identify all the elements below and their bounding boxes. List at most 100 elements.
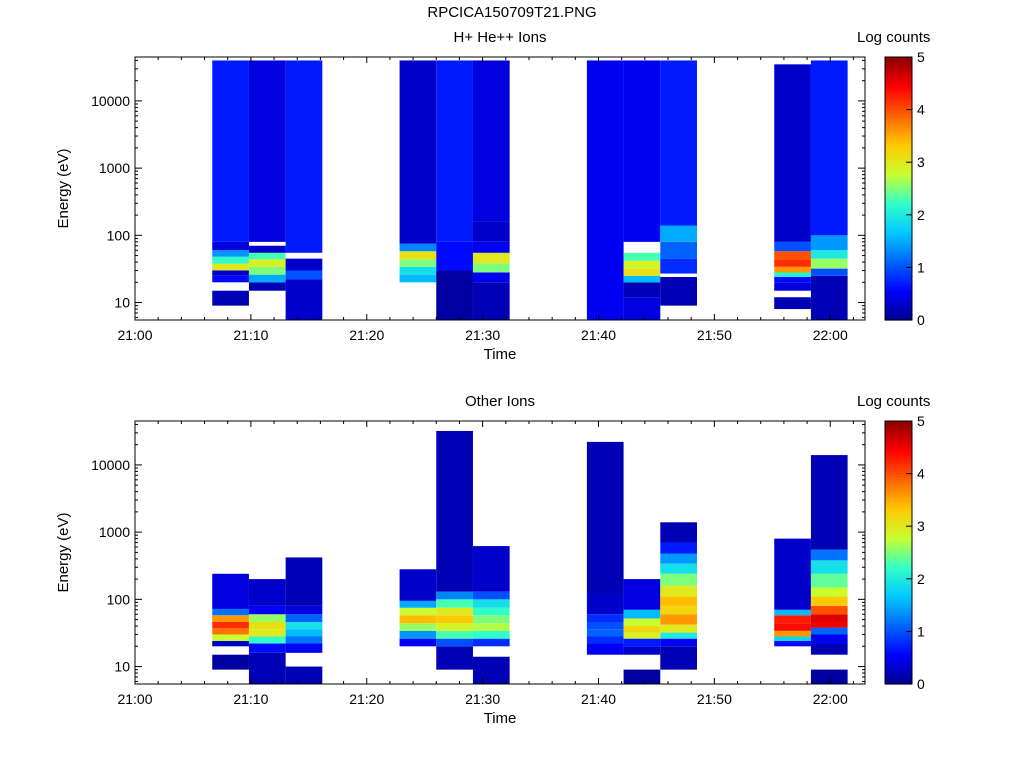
heat-cell	[660, 573, 697, 586]
colorbar-segment	[885, 647, 912, 651]
heat-cell	[810, 455, 848, 550]
colorbar-segment	[885, 64, 912, 69]
y-axis-label: Energy (eV)	[55, 148, 72, 228]
colorbar-segment	[885, 626, 912, 630]
colorbar-frame	[884, 420, 913, 685]
heat-cell	[212, 290, 249, 306]
colorbar-segment	[885, 101, 912, 105]
heat-cell	[436, 60, 473, 242]
colorbar-segment	[885, 75, 912, 79]
heat-cell	[399, 569, 437, 601]
heat-cell	[472, 263, 510, 273]
heat-cell	[810, 614, 848, 623]
colorbar-segment	[885, 552, 912, 556]
heat-cell	[399, 60, 437, 244]
colorbar-segment	[885, 536, 912, 540]
heat-cell	[586, 622, 624, 630]
heat-cell	[472, 272, 510, 283]
colorbar-segment	[885, 209, 912, 213]
colorbar-segment	[885, 199, 912, 203]
heat-cell	[285, 636, 323, 644]
heat-cell	[472, 241, 510, 253]
colorbar-segment	[885, 494, 912, 498]
heat-cell	[810, 275, 848, 320]
colorbar-segment	[885, 180, 912, 184]
colorbar-tick-label: 5	[917, 49, 925, 65]
x-tick-label: 21:30	[465, 327, 500, 343]
colorbar-segment	[885, 175, 912, 179]
heat-cell	[774, 640, 811, 647]
heat-cell	[586, 629, 624, 637]
colorbar-segment	[885, 468, 912, 472]
colorbar-segment	[885, 442, 912, 446]
colorbar-tick-label: 0	[917, 312, 925, 328]
heat-cell	[212, 263, 249, 271]
colorbar-segment	[885, 125, 912, 129]
heat-cell	[399, 615, 437, 624]
heat-cell	[810, 605, 848, 615]
colorbar-segment	[885, 591, 912, 596]
colorbar-segment	[885, 428, 912, 433]
heat-cell	[660, 596, 697, 606]
colorbar-tick-label: 3	[917, 154, 925, 170]
heat-cell	[472, 252, 510, 264]
heat-cell	[586, 614, 624, 623]
colorbar-segment	[885, 270, 912, 274]
colorbar-segment	[885, 183, 912, 187]
heat-cell	[774, 272, 811, 277]
heat-cell	[399, 600, 437, 608]
heat-cell	[248, 245, 286, 253]
colorbar-segment	[885, 681, 912, 685]
colorbar-segment	[885, 518, 912, 522]
colorbar-tick-label: 3	[917, 518, 925, 534]
colorbar-segment	[885, 159, 912, 163]
colorbar-segment	[885, 128, 912, 132]
colorbar-segment	[885, 447, 912, 451]
colorbar-segment	[885, 615, 912, 619]
heat-cell	[212, 608, 249, 616]
colorbar-segment	[885, 243, 912, 247]
panel-1-title: H+ He++ Ions	[453, 29, 547, 46]
colorbar-segment	[885, 172, 912, 176]
heat-cell	[472, 221, 510, 242]
heat-cell	[810, 268, 848, 276]
colorbar-segment	[885, 655, 912, 659]
colorbar-tick-label: 4	[917, 466, 925, 482]
heat-cell	[586, 594, 624, 615]
colorbar-segment	[885, 314, 912, 318]
heat-cell	[810, 60, 848, 236]
colorbar-segment	[885, 660, 912, 664]
colorbar-segment	[885, 541, 912, 546]
heat-cell	[399, 623, 437, 631]
colorbar-segment	[885, 573, 912, 577]
heat-cell	[285, 614, 323, 623]
heat-cell	[810, 643, 848, 655]
colorbar-segment	[885, 444, 912, 448]
colorbar-frame	[884, 56, 913, 321]
colorbar-segment	[885, 149, 912, 153]
colorbar-segment	[885, 291, 912, 295]
colorbar-segment	[885, 251, 912, 255]
colorbar-segment	[885, 665, 912, 669]
colorbar-segment	[885, 233, 912, 237]
colorbar-segment	[885, 104, 912, 108]
heat-cell	[810, 560, 848, 574]
colorbar-segment	[885, 618, 912, 622]
x-tick-label: 21:20	[349, 327, 384, 343]
x-tick-label: 22:00	[813, 327, 848, 343]
colorbar-segment	[885, 83, 912, 87]
heat-cell	[660, 638, 697, 647]
colorbar-segment	[885, 170, 912, 174]
colorbar-segment	[885, 486, 912, 490]
heat-cell	[285, 605, 323, 615]
heat-cell	[399, 274, 437, 283]
colorbar-segment	[885, 599, 912, 604]
colorbar-tick-label: 1	[917, 259, 925, 275]
heat-cell	[436, 623, 473, 631]
heat-cell	[248, 259, 286, 267]
colorbar-segment	[885, 212, 912, 216]
heat-cell	[774, 609, 811, 616]
colorbar-segment	[885, 301, 912, 305]
colorbar-segment	[885, 570, 912, 575]
colorbar-segment	[885, 309, 912, 313]
